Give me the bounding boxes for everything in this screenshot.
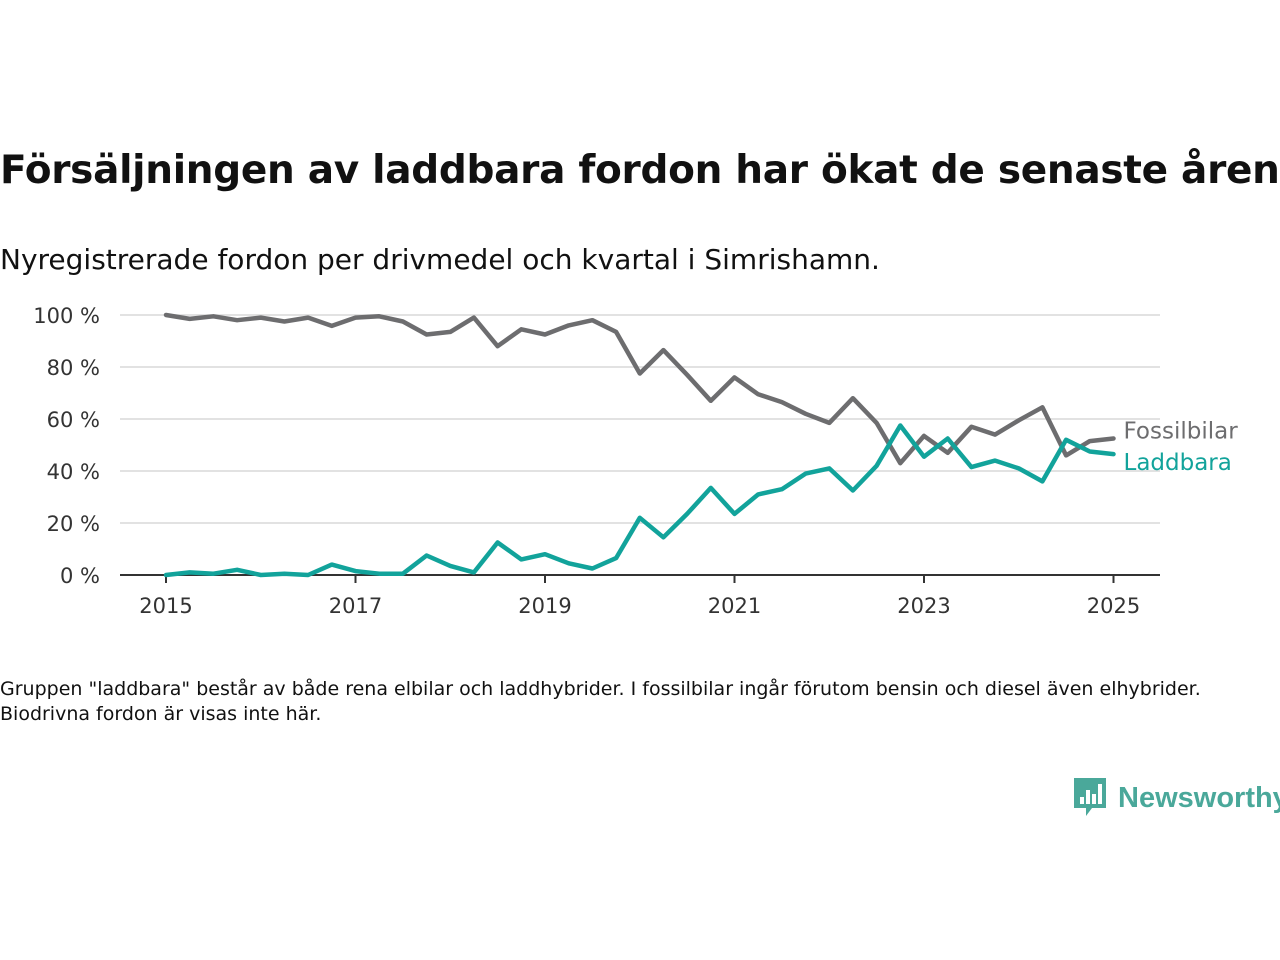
series-line-fossilbilar [163, 312, 1116, 466]
y-tick-label: 80 % [47, 356, 100, 380]
y-tick-label: 20 % [47, 512, 100, 536]
x-tick-label: 2025 [1087, 594, 1140, 618]
x-tick-label: 2017 [329, 594, 382, 618]
newsworthy-bar-chart-icon [1074, 778, 1106, 816]
y-tick-label: 40 % [47, 460, 100, 484]
y-axis-tick-labels: 0 % 20 % 40 % 60 % 80 % 100 % [33, 304, 100, 588]
chart-title: Försäljningen av laddbara fordon har öka… [0, 148, 1280, 193]
chart-subtitle: Nyregistrerade fordon per drivmedel och … [0, 243, 880, 276]
logo-text: Newsworthy [1118, 781, 1280, 814]
x-axis: 2015 2017 2019 2021 2023 2025 [120, 574, 1160, 618]
series-labels: Fossilbilar Laddbara [1124, 419, 1239, 477]
chart-footnote: Gruppen "laddbara" består av både rena e… [0, 678, 1201, 725]
series-lines [163, 312, 1116, 578]
y-tick-label: 100 % [33, 304, 100, 328]
x-tick-label: 2021 [708, 594, 761, 618]
line-chart: 0 % 20 % 40 % 60 % 80 % 100 % 2015 2017 2019 202… [33, 304, 1239, 618]
newsworthy-logo[interactable]: Newsworthy [1072, 776, 1280, 820]
x-tick-label: 2019 [518, 594, 571, 618]
series-label-laddbara: Laddbara [1124, 450, 1232, 476]
x-tick-label: 2015 [139, 594, 192, 618]
series-line-laddbara [163, 423, 1116, 578]
gridlines [120, 314, 1160, 524]
y-tick-label: 0 % [60, 564, 100, 588]
series-label-fossilbilar: Fossilbilar [1124, 419, 1239, 445]
x-tick-label: 2023 [897, 594, 950, 618]
y-tick-label: 60 % [47, 408, 100, 432]
